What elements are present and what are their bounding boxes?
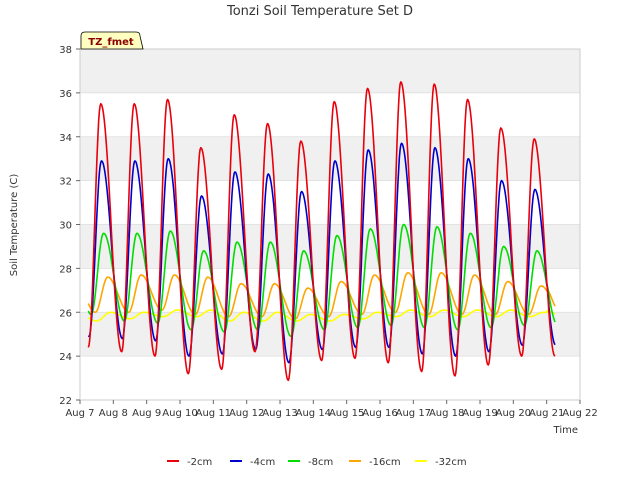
legend-label: -2cm bbox=[187, 457, 212, 468]
series-line-minus-2cm bbox=[87, 81, 556, 382]
y-tick-label: 22 bbox=[59, 396, 72, 407]
grid-band bbox=[80, 312, 580, 357]
legend-label: -16cm bbox=[369, 457, 401, 468]
legend-label: -4cm bbox=[250, 457, 275, 468]
chart-title: Tonzi Soil Temperature Set D bbox=[226, 4, 413, 19]
x-axis-label: Time bbox=[553, 425, 578, 436]
grid-band bbox=[80, 49, 580, 93]
x-tick-label: Aug 7 bbox=[65, 408, 94, 419]
x-tick-label: Aug 15 bbox=[329, 408, 364, 419]
legend-item: -32cm bbox=[415, 457, 467, 468]
series-line-minus-32cm bbox=[87, 309, 556, 322]
x-tick-label: Aug 22 bbox=[562, 408, 597, 419]
legend: -2cm -4cm -8cm -16cm -32cm bbox=[167, 457, 467, 468]
x-tick-label: Aug 11 bbox=[196, 408, 231, 419]
legend-label: -32cm bbox=[435, 457, 467, 468]
legend-label: -8cm bbox=[308, 457, 333, 468]
plot-bands bbox=[80, 49, 580, 357]
y-tick-label: 24 bbox=[59, 352, 72, 363]
x-tick-label: Aug 10 bbox=[162, 408, 197, 419]
y-tick-label: 30 bbox=[59, 221, 72, 232]
x-tick-label: Aug 16 bbox=[362, 408, 397, 419]
y-tick-label: 26 bbox=[59, 308, 72, 319]
x-tick-label: Aug 12 bbox=[229, 408, 264, 419]
x-tick-label: Aug 18 bbox=[429, 408, 464, 419]
y-tick-label: 38 bbox=[59, 45, 72, 56]
site-badge: TZ_fmet bbox=[80, 31, 144, 50]
x-tick-label: Aug 13 bbox=[262, 408, 297, 419]
y-tick-label: 36 bbox=[59, 89, 72, 100]
x-tick-label: Aug 17 bbox=[396, 408, 431, 419]
y-tick-label: 32 bbox=[59, 177, 72, 188]
site-badge-box bbox=[80, 31, 144, 50]
series-line-minus-8cm bbox=[87, 223, 556, 338]
y-axis: 22 24 26 28 30 32 34 36 38 bbox=[59, 45, 80, 407]
series-layer bbox=[87, 81, 556, 382]
legend-item: -16cm bbox=[349, 457, 401, 468]
x-tick-label: Aug 21 bbox=[529, 408, 564, 419]
x-tick-label: Aug 20 bbox=[496, 408, 531, 419]
series-line-minus-16cm bbox=[87, 271, 556, 320]
x-tick-label: Aug 19 bbox=[462, 408, 497, 419]
site-badge-label: TZ_fmet bbox=[88, 37, 134, 48]
legend-item: -2cm bbox=[167, 457, 212, 468]
legend-item: -4cm bbox=[230, 457, 275, 468]
series-line-minus-4cm bbox=[87, 142, 556, 364]
y-tick-label: 34 bbox=[59, 133, 72, 144]
y-tick-label: 28 bbox=[59, 264, 72, 275]
y-axis-label: Soil Temperature (C) bbox=[9, 174, 20, 277]
x-tick-label: Aug 8 bbox=[99, 408, 128, 419]
x-tick-label: Aug 14 bbox=[296, 408, 331, 419]
legend-item: -8cm bbox=[288, 457, 333, 468]
x-tick-label: Aug 9 bbox=[132, 408, 161, 419]
